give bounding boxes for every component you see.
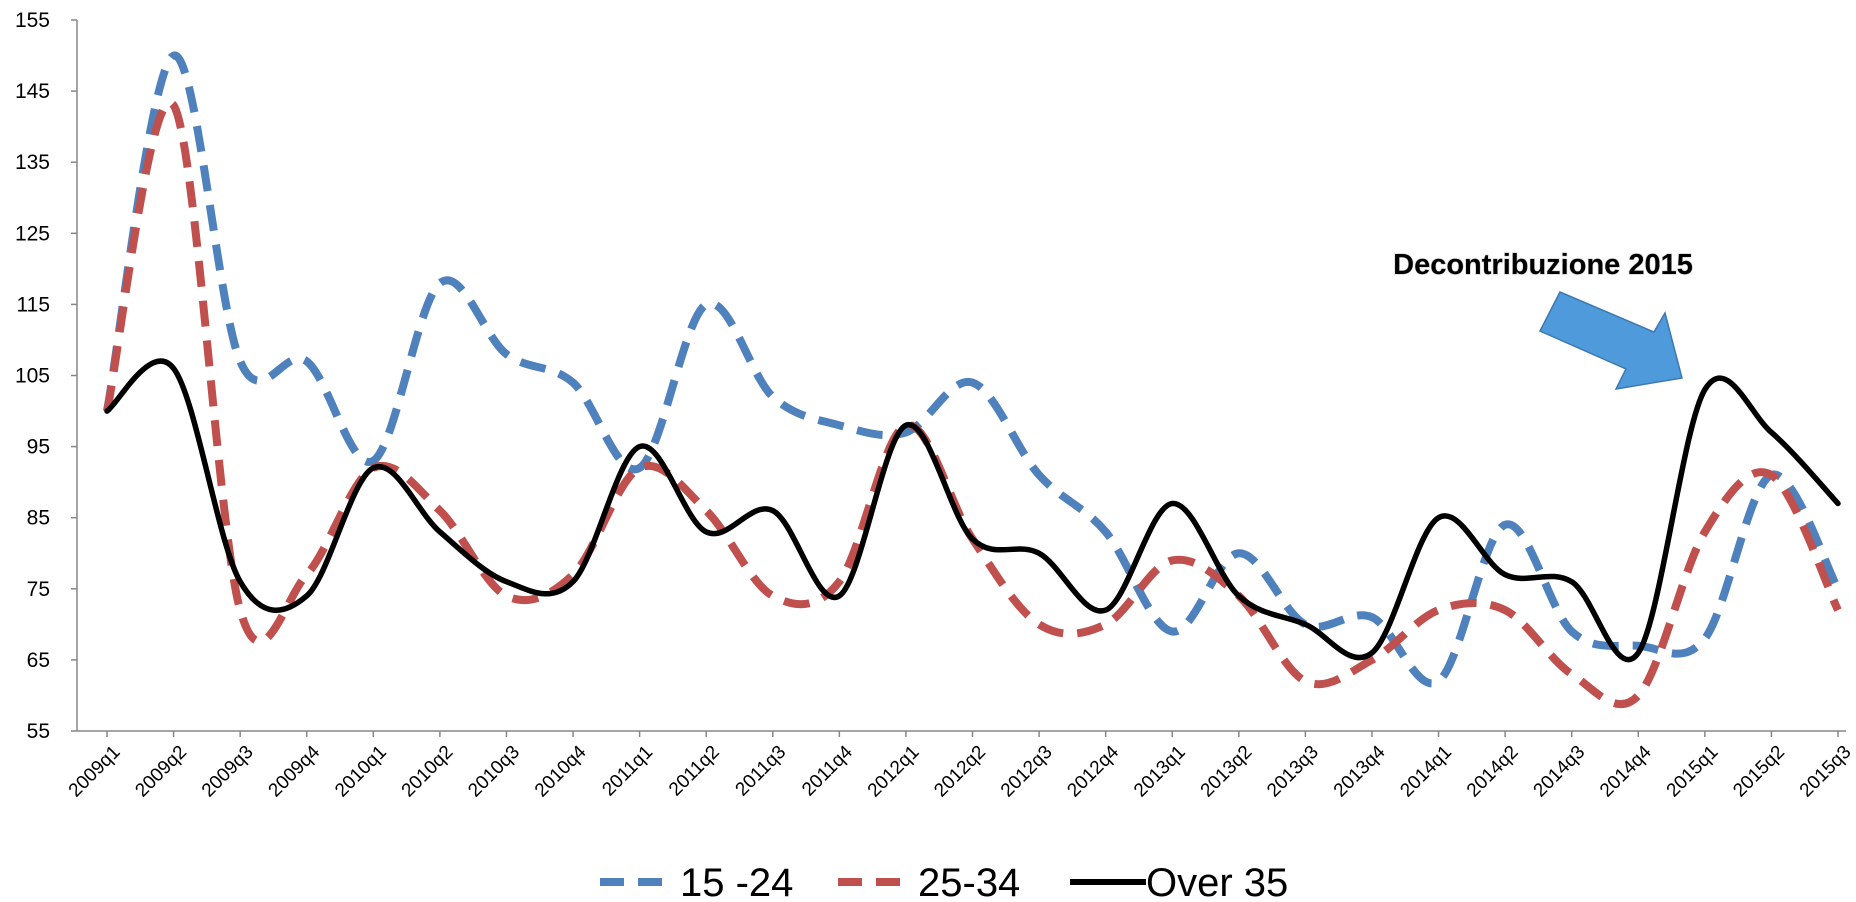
- annotation-label: Decontribuzione 2015: [1393, 249, 1693, 281]
- x-tick-label: 2013q3: [1263, 742, 1323, 802]
- legend-item-1: 25-34: [838, 861, 1020, 902]
- legend-item-2: Over 35: [1070, 861, 1288, 902]
- y-tick-label: 145: [15, 80, 50, 103]
- x-tick-label: 2012q2: [930, 742, 990, 802]
- x-tick-label: 2013q1: [1130, 742, 1190, 802]
- x-tick-label: 2015q3: [1796, 742, 1856, 802]
- annotation: Decontribuzione 2015: [1393, 248, 1693, 390]
- x-tick-label: 2010q1: [331, 742, 391, 802]
- x-tick-label: 2011q4: [798, 741, 857, 800]
- x-tick-label: 2012q3: [997, 742, 1057, 802]
- y-tick-label: 85: [27, 507, 50, 530]
- x-tick-label: 2010q3: [464, 742, 524, 802]
- y-tick-label: 95: [27, 436, 50, 459]
- x-tick-label: 2009q2: [131, 742, 191, 802]
- x-tick-label: 2009q3: [198, 742, 258, 802]
- series-line-1: [103, 98, 1842, 709]
- legend-label: 15 -24: [680, 861, 793, 902]
- series-lines: [103, 51, 1842, 709]
- x-tick-label: 2011q3: [732, 742, 791, 801]
- x-tick-label: 2010q4: [531, 741, 591, 801]
- legend: 15 -24 25-34 Over 35: [600, 861, 1288, 902]
- x-tick-label: 2014q1: [1396, 742, 1456, 802]
- y-tick-label: 135: [15, 151, 50, 174]
- y-tick-label: 115: [17, 293, 50, 316]
- x-tick-label: 2009q1: [65, 742, 125, 802]
- series-line-0: [103, 51, 1842, 688]
- x-tick-label: 2015q2: [1729, 742, 1789, 802]
- x-tick-label: 2012q4: [1064, 741, 1124, 801]
- legend-label: Over 35: [1146, 861, 1288, 902]
- x-tick-label: 2009q4: [265, 741, 325, 801]
- x-tick-label: 2015q1: [1663, 742, 1723, 802]
- x-tick-label: 2011q2: [665, 742, 724, 801]
- y-tick-label: 55: [27, 720, 50, 743]
- x-tick-label: 2014q3: [1530, 742, 1590, 802]
- y-tick-label: 75: [27, 578, 50, 601]
- y-tick-label: 155: [15, 9, 50, 32]
- legend-item-0: 15 -24: [600, 861, 793, 902]
- x-tick-label: 2013q2: [1197, 742, 1257, 802]
- x-tick-label: 2012q1: [864, 742, 924, 802]
- x-tick-label: 2010q2: [398, 742, 458, 802]
- y-tick-label: 65: [27, 649, 50, 672]
- annotation-arrow: [1538, 291, 1683, 390]
- x-tick-label: 2014q4: [1596, 741, 1656, 801]
- x-tick-label: 2011q1: [598, 742, 657, 801]
- x-tick-label: 2013q4: [1330, 741, 1390, 801]
- legend-label: 25-34: [918, 861, 1020, 902]
- y-tick-label: 105: [15, 365, 50, 388]
- y-tick-label: 125: [15, 222, 50, 245]
- series-line-2: [104, 358, 1841, 663]
- x-tick-label: 2014q2: [1463, 742, 1523, 802]
